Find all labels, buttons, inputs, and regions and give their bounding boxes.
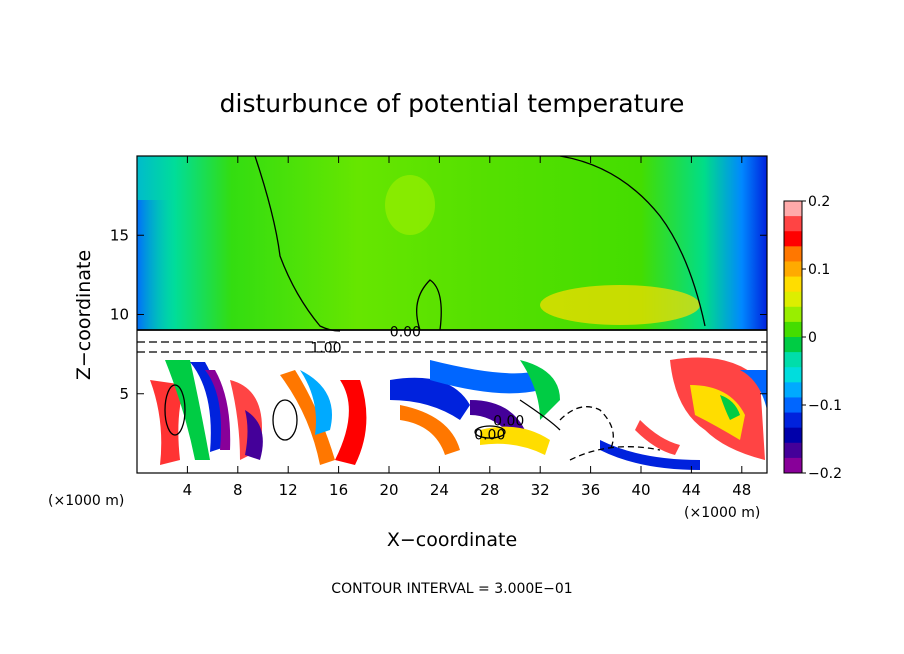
x-tick-label: 4 <box>183 481 193 499</box>
x-tick-label: 48 <box>732 481 751 499</box>
colorbar-swatch <box>784 246 802 262</box>
lower-anomaly <box>480 426 550 455</box>
lower-anomaly <box>400 405 460 455</box>
colorbar-swatch <box>784 231 802 247</box>
lower-anomaly <box>520 360 560 420</box>
colorbar-swatch <box>784 276 802 293</box>
y-axis-label: Z−coordinate <box>73 250 95 380</box>
x-tick-label: 16 <box>329 481 348 499</box>
x-axis: 4 8 12 16 20 24 28 32 36 40 44 48 <box>183 156 751 499</box>
colorbar-swatch <box>784 367 802 383</box>
lower-anomaly <box>205 370 231 450</box>
x-tick-label: 36 <box>581 481 600 499</box>
x-unit-label-left: (×1000 m) <box>48 493 124 509</box>
contour-label: 0.00 <box>474 428 505 444</box>
lower-anomaly <box>720 395 740 420</box>
colorbar-tick-label: −0.1 <box>808 398 842 414</box>
colorbar-swatch <box>784 412 802 429</box>
colorbar-swatch <box>784 261 802 278</box>
x-tick-label: 24 <box>430 481 449 499</box>
lower-anomaly <box>150 380 185 465</box>
x-tick-label: 28 <box>480 481 499 499</box>
colorbar-swatch <box>784 337 802 353</box>
y-tick-label: 10 <box>110 306 129 324</box>
chart-title: disturbunce of potential temperature <box>220 89 685 118</box>
contour-interval-note: CONTOUR INTERVAL = 3.000E−01 <box>331 581 572 597</box>
colorbar-swatch <box>784 291 802 308</box>
x-tick-label: 12 <box>279 481 298 499</box>
contour-label: 0.00 <box>493 413 524 429</box>
lower-anomaly <box>740 370 767 410</box>
plot-area <box>137 156 767 473</box>
x-axis-label: X−coordinate <box>387 529 517 551</box>
colorbar-swatch <box>784 306 802 323</box>
lower-anomaly <box>635 420 680 455</box>
lower-anomaly <box>430 360 540 394</box>
colorbar-swatch <box>784 352 802 368</box>
upper-warm-region <box>385 175 435 235</box>
x-tick-label: 32 <box>531 481 550 499</box>
lower-anomaly <box>335 380 367 465</box>
lower-anomaly <box>690 385 745 440</box>
x-tick-label: 44 <box>682 481 701 499</box>
lower-anomaly <box>245 410 263 460</box>
lower-anomaly <box>390 377 470 420</box>
lower-anomaly <box>600 440 700 470</box>
x-tick-label: 8 <box>233 481 243 499</box>
x-tick-label: 20 <box>379 481 398 499</box>
upper-left-cool-region <box>137 200 177 330</box>
contour-label: 1.00 <box>310 341 341 357</box>
x-tick-label: 40 <box>631 481 650 499</box>
y-axis: 5 10 15 <box>110 226 767 403</box>
lower-anomaly <box>190 362 225 452</box>
colorbar-swatch <box>784 201 802 217</box>
lower-anomaly <box>280 370 335 465</box>
colorbar: 0.2 0.1 0 −0.1 −0.2 <box>783 194 842 482</box>
colorbar-swatch <box>784 442 802 459</box>
colorbar-tick-label: −0.2 <box>808 466 842 482</box>
contour-lines <box>137 156 767 461</box>
upper-warm-region <box>540 285 700 325</box>
colorbar-tick-label: 0.1 <box>808 262 830 278</box>
colorbar-swatch <box>784 321 802 338</box>
colorbar-tick-label: 0 <box>808 330 817 346</box>
y-tick-label: 15 <box>110 226 129 244</box>
y-tick-label: 5 <box>119 385 129 403</box>
contour-label: 0.00 <box>390 325 421 341</box>
colorbar-tick-label: 0.2 <box>808 194 830 210</box>
contour-label-group: 0.001.000.000.00 <box>310 325 524 444</box>
colorbar-swatch <box>784 397 802 414</box>
colorbar-swatch <box>784 427 802 444</box>
lower-anomaly <box>300 370 332 435</box>
colorbar-swatch <box>784 382 802 398</box>
x-unit-label-right: (×1000 m) <box>684 505 760 521</box>
colorbar-swatch <box>784 216 802 232</box>
colorbar-swatch <box>784 457 802 474</box>
